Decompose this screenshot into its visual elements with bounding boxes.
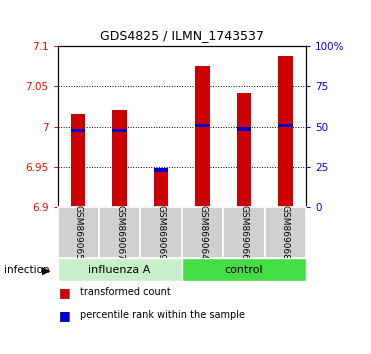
Bar: [182, 258, 306, 281]
Title: GDS4825 / ILMN_1743537: GDS4825 / ILMN_1743537: [100, 29, 264, 42]
Bar: [278, 56, 293, 207]
Bar: [58, 258, 182, 281]
Text: transformed count: transformed count: [80, 287, 171, 297]
Text: influenza A: influenza A: [88, 265, 151, 275]
Text: infection: infection: [4, 265, 49, 275]
Bar: [265, 207, 306, 258]
Text: ▶: ▶: [42, 266, 50, 276]
Text: ■: ■: [59, 286, 71, 298]
Bar: [223, 207, 265, 258]
Bar: [154, 172, 168, 207]
Bar: [195, 124, 210, 127]
Bar: [237, 93, 251, 207]
Text: control: control: [224, 265, 263, 275]
Bar: [112, 129, 127, 132]
Bar: [99, 207, 140, 258]
Text: GSM869068: GSM869068: [281, 205, 290, 260]
Bar: [237, 127, 251, 131]
Bar: [71, 129, 85, 132]
Text: percentile rank within the sample: percentile rank within the sample: [80, 310, 245, 320]
Bar: [71, 114, 85, 207]
Bar: [182, 207, 223, 258]
Text: ■: ■: [59, 309, 71, 321]
Bar: [195, 66, 210, 207]
Text: GSM869066: GSM869066: [239, 205, 249, 260]
Text: GSM869067: GSM869067: [115, 205, 124, 260]
Bar: [112, 110, 127, 207]
Text: GSM869065: GSM869065: [74, 205, 83, 260]
Bar: [154, 169, 168, 172]
Text: GSM869064: GSM869064: [198, 205, 207, 260]
Bar: [140, 207, 182, 258]
Bar: [58, 207, 99, 258]
Bar: [278, 124, 293, 127]
Text: GSM869069: GSM869069: [157, 205, 165, 260]
